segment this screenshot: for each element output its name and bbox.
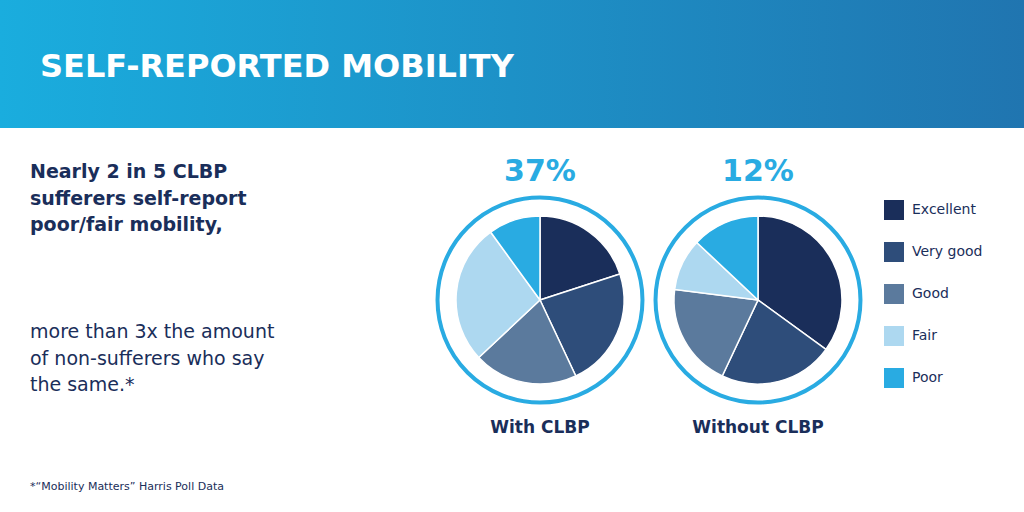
pie-chart: ExcellentVery goodGoodFairPoor12%Without…: [656, 153, 861, 437]
legend-label: Fair: [912, 327, 937, 343]
legend-label: Good: [912, 285, 949, 301]
footnote: *“Mobility Matters” Harris Poll Data: [30, 480, 224, 493]
decorative-ring: [438, 198, 643, 403]
legend-swatch: [884, 284, 904, 304]
pie-percentage: 37%: [504, 153, 576, 188]
legend-item: Fair: [884, 326, 937, 346]
pie-label: Without CLBP: [692, 417, 823, 437]
legend: Excellent Very good Good Fair Poor: [884, 200, 983, 388]
normal-text-line: more than 3x the amount: [30, 320, 274, 342]
pie-chart: ExcellentVery goodGoodFairPoor37%With CL…: [438, 153, 643, 437]
legend-item: Excellent: [884, 200, 976, 220]
bold-text: Nearly 2 in 5 CLBP sufferers self-report p…: [30, 160, 247, 235]
legend-label: Excellent: [912, 201, 976, 217]
pie-slice: Good: [674, 289, 758, 376]
pie-slice: Poor: [697, 216, 758, 300]
normal-text: more than 3x the amount of non-sufferers …: [30, 320, 274, 395]
legend-swatch: [884, 242, 904, 262]
pie-percentage: 12%: [722, 153, 794, 188]
legend-swatch: [884, 326, 904, 346]
title: SELF-REPORTED MOBILITY: [40, 47, 515, 85]
chart-root: SELF-REPORTED MOBILITY Nearly 2 in 5 CLBP…: [0, 0, 1024, 512]
bold-text-line: Nearly 2 in 5 CLBP: [30, 160, 227, 182]
legend-item: Very good: [884, 242, 983, 262]
legend-swatch: [884, 200, 904, 220]
bold-text-line: poor/fair mobility,: [30, 213, 223, 235]
legend-item: Poor: [884, 368, 943, 388]
pie-label: With CLBP: [490, 417, 589, 437]
legend-label: Poor: [912, 369, 943, 385]
bold-text-line: sufferers self-report: [30, 187, 247, 209]
title-banner: [0, 0, 1024, 128]
normal-text-line: the same.*: [30, 373, 135, 395]
legend-label: Very good: [912, 243, 983, 259]
legend-swatch: [884, 368, 904, 388]
decorative-ring: [656, 198, 861, 403]
legend-item: Good: [884, 284, 949, 304]
normal-text-line: of non-sufferers who say: [30, 347, 265, 369]
pie-slice: Poor: [491, 216, 540, 300]
